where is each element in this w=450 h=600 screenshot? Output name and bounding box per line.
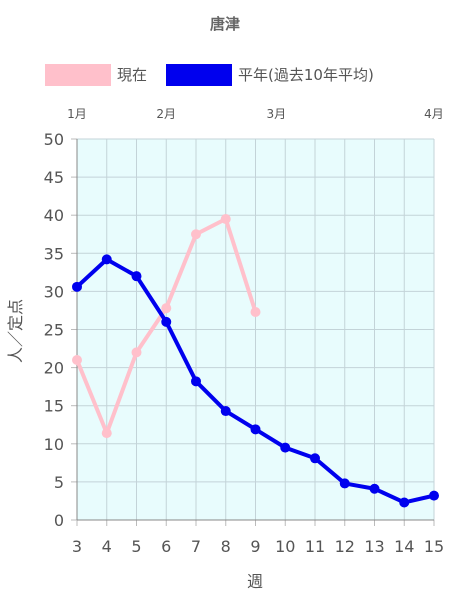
month-label: 3月 <box>267 107 287 121</box>
y-tick-label: 50 <box>44 130 64 149</box>
series-point-1[interactable] <box>220 406 231 417</box>
series-point-1[interactable] <box>161 316 172 327</box>
y-tick-label: 45 <box>44 168 64 187</box>
x-tick-label: 3 <box>72 537 82 556</box>
series-point-0[interactable] <box>220 214 231 225</box>
y-tick-label: 40 <box>44 206 64 225</box>
series-point-1[interactable] <box>101 254 112 265</box>
y-tick-label: 30 <box>44 282 64 301</box>
month-labels: 1月 2月 3月 4月 <box>67 107 444 121</box>
series-point-0[interactable] <box>131 347 142 358</box>
y-tick-label: 15 <box>44 397 64 416</box>
y-tick-label: 10 <box>44 435 64 454</box>
series-point-0[interactable] <box>101 428 112 439</box>
x-tick-label: 5 <box>131 537 141 556</box>
legend: 現在 平年(過去10年平均) <box>45 64 374 86</box>
x-tick-label: 10 <box>275 537 295 556</box>
series-point-1[interactable] <box>280 442 291 453</box>
x-axis-label: 週 <box>247 572 263 591</box>
month-label: 4月 <box>424 107 444 121</box>
y-tick-label: 0 <box>54 511 64 530</box>
series-point-1[interactable] <box>399 497 410 508</box>
series-point-1[interactable] <box>310 453 320 464</box>
legend-swatch-average[interactable] <box>166 64 232 86</box>
series-point-0[interactable] <box>250 306 261 317</box>
series-point-1[interactable] <box>131 271 142 282</box>
x-tick-label: 7 <box>191 537 201 556</box>
legend-swatch-current[interactable] <box>45 64 111 86</box>
series-point-0[interactable] <box>161 303 172 314</box>
series-point-0[interactable] <box>72 354 82 365</box>
y-tick-labels: 0 5 10 15 20 25 30 35 40 45 50 <box>44 130 64 530</box>
x-tick-label: 6 <box>161 537 171 556</box>
series-point-0[interactable] <box>191 229 201 240</box>
legend-label-current[interactable]: 現在 <box>117 66 147 84</box>
series-point-1[interactable] <box>339 478 350 489</box>
month-label: 2月 <box>156 107 176 121</box>
series-point-1[interactable] <box>250 424 261 435</box>
x-tick-label: 15 <box>424 537 444 556</box>
x-tick-label: 8 <box>221 537 231 556</box>
y-tick-label: 35 <box>44 244 64 263</box>
series-point-1[interactable] <box>369 483 380 494</box>
x-tick-label: 4 <box>102 537 112 556</box>
x-tick-label: 14 <box>394 537 414 556</box>
series-point-1[interactable] <box>191 376 201 387</box>
x-tick-label: 11 <box>305 537 325 556</box>
y-tick-label: 25 <box>44 321 64 340</box>
grid <box>71 138 435 526</box>
y-tick-label: 20 <box>44 359 64 378</box>
chart-title: 唐津 <box>210 15 240 33</box>
series-point-1[interactable] <box>72 281 82 292</box>
x-tick-label: 13 <box>364 537 384 556</box>
y-axis-label: 人／定点 <box>6 299 25 363</box>
x-tick-labels: 3 4 5 6 7 8 9 10 11 12 13 14 15 <box>72 537 444 556</box>
legend-label-average[interactable]: 平年(過去10年平均) <box>238 66 374 84</box>
series-point-1[interactable] <box>429 490 439 501</box>
x-tick-label: 9 <box>250 537 260 556</box>
series-layer <box>72 214 439 508</box>
month-label: 1月 <box>67 107 87 121</box>
x-tick-label: 12 <box>335 537 355 556</box>
y-tick-label: 5 <box>54 473 64 492</box>
